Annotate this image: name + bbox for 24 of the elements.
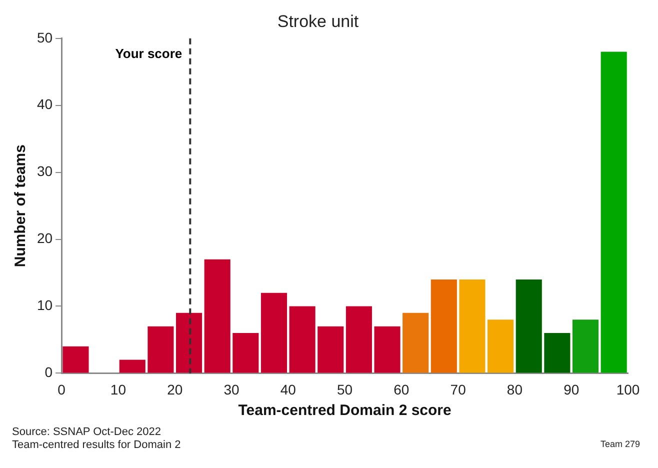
y-tick-label: 10 [36, 297, 53, 314]
x-tick-label: 70 [450, 381, 466, 398]
x-tick-label: 10 [110, 381, 126, 398]
x-tick-label: 30 [224, 381, 240, 398]
x-axis-title: Team-centred Domain 2 score [238, 402, 452, 420]
source-note: Source: SSNAP Oct-Dec 2022 [12, 426, 162, 439]
y-axis-title: Number of teams [12, 144, 30, 268]
x-tick-label: 90 [564, 381, 580, 398]
y-tick-label: 20 [36, 230, 53, 246]
y-tick-label: 40 [36, 96, 53, 112]
x-tick-label: 80 [506, 381, 523, 398]
y-tick-label: 30 [36, 163, 53, 180]
x-tick-label: 20 [167, 381, 183, 398]
y-tick-label: 50 [36, 29, 53, 46]
chart-title: Stroke unit [277, 12, 359, 31]
x-tick-label: 100 [616, 381, 640, 398]
x-tick-label: 50 [336, 381, 353, 398]
y-tick-label: 0 [44, 364, 53, 380]
x-tick-label: 60 [394, 381, 410, 398]
ref-line-label: Your score [115, 46, 182, 61]
text: Team 279 [600, 439, 640, 449]
x-tick-label: 0 [58, 381, 66, 398]
text: Team-centred results for Domain 2 [12, 439, 181, 452]
x-tick-label: 40 [280, 381, 296, 398]
